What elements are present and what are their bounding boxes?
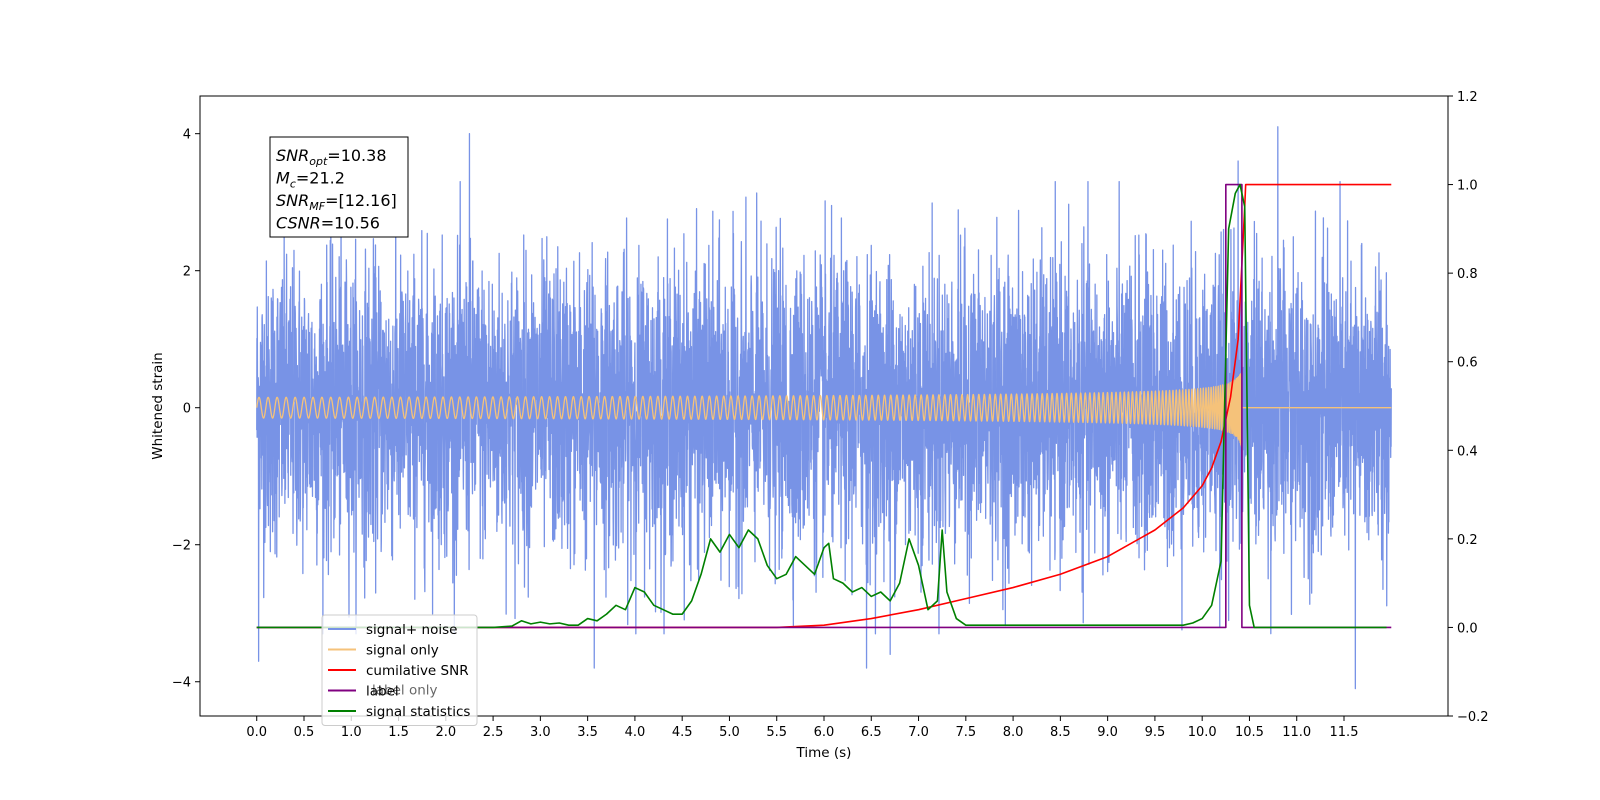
annotation-symbol: CSNR [276, 214, 321, 233]
y2-tick-label: 0.0 [1457, 621, 1478, 636]
legend-label: label [366, 684, 399, 700]
y-tick-label: −2 [172, 539, 191, 554]
x-tick-label: 4.5 [672, 725, 693, 740]
series-line-signal-noise [256, 126, 1392, 690]
x-tick-label: 1.5 [388, 725, 409, 740]
x-tick-label: 3.0 [530, 725, 551, 740]
x-tick-label: 9.0 [1097, 725, 1118, 740]
y2-tick-label: 0.4 [1457, 444, 1478, 459]
x-tick-label: 8.5 [1050, 725, 1071, 740]
annotation-value: =10.38 [327, 146, 386, 165]
y2-tick-label: 0.6 [1457, 356, 1478, 371]
series-line-cumilative-snr [256, 183, 1392, 629]
legend-label: signal statistics [366, 704, 470, 720]
x-tick-label: 2.0 [435, 725, 456, 740]
x-tick-label: 11.5 [1330, 725, 1359, 740]
annotation-line: SNRMF=[12.16] [276, 191, 397, 213]
y-axis-left: −4 −2 0 2 4 [172, 128, 200, 691]
y-tick-label: 2 [183, 265, 191, 280]
legend-label: signal only [366, 643, 439, 659]
annotation-value: =[12.16] [325, 191, 397, 210]
annotation-subscript: MF [309, 200, 325, 213]
y2-tick-label: 0.8 [1457, 267, 1478, 282]
annotation-symbol: SNR [276, 191, 309, 210]
legend-frame [321, 614, 478, 726]
x-tick-label: 9.5 [1145, 725, 1166, 740]
x-tick-label: 1.0 [341, 725, 362, 740]
legend-hidden-text: label only [372, 683, 438, 699]
y-tick-label: 0 [183, 402, 191, 417]
series-line-signal-only [256, 371, 1392, 448]
series-line-signal-statistics [256, 183, 1387, 629]
x-tick-label: 10.0 [1188, 725, 1217, 740]
x-tick-label: 7.5 [955, 725, 976, 740]
x-tick-label: 2.5 [483, 725, 504, 740]
x-tick-label: 5.0 [719, 725, 740, 740]
annotation-symbol: SNR [276, 146, 309, 165]
y2-tick-label: −0.2 [1457, 710, 1489, 725]
y-axis-right: −0.2 0.0 0.2 0.4 0.6 0.8 1.0 1.2 [1448, 90, 1489, 725]
x-axis-label: Time (s) [796, 745, 852, 761]
y-axis-label: Whitened strain [150, 352, 166, 459]
series-layer [256, 126, 1392, 690]
legend: label only signal+ noise signal only cumila… [321, 614, 478, 726]
x-tick-label: 0.0 [246, 725, 267, 740]
x-axis: 0.0 0.5 1.0 1.5 2.0 2.5 3.0 3.5 4.0 4.5 5.0 5.5 6.0 6… [246, 716, 1358, 740]
annotation-subscript: c [290, 178, 296, 191]
legend-label: cumilative SNR [366, 663, 469, 679]
x-tick-label: 6.0 [814, 725, 835, 740]
x-tick-label: 6.5 [861, 725, 882, 740]
annotation-line: CSNR=10.56 [276, 214, 380, 233]
y2-tick-label: 1.0 [1457, 179, 1478, 194]
annotation-symbol: M [276, 169, 290, 188]
y-tick-label: −4 [172, 676, 191, 691]
x-tick-label: 4.0 [625, 725, 646, 740]
annotation-line: Mc=21.2 [276, 169, 345, 191]
x-tick-label: 0.5 [294, 725, 315, 740]
y2-tick-label: 0.2 [1457, 533, 1478, 548]
x-tick-label: 8.0 [1003, 725, 1024, 740]
annotation-subscript: opt [309, 155, 328, 168]
annotation-line: SNRopt=10.38 [276, 146, 387, 168]
annotation-value: =10.56 [321, 214, 380, 233]
x-tick-label: 7.0 [908, 725, 929, 740]
annotation-value: =21.2 [296, 169, 345, 188]
x-tick-label: 10.5 [1235, 725, 1264, 740]
x-tick-label: 5.5 [766, 725, 787, 740]
x-tick-label: 3.5 [577, 725, 598, 740]
x-tick-label: 11.0 [1282, 725, 1311, 740]
y2-tick-label: 1.2 [1457, 90, 1478, 105]
annotation-box: SNRopt=10.38Mc=21.2SNRMF=[12.16]CSNR=10.… [269, 136, 409, 238]
annotation-frame [269, 136, 409, 238]
legend-label: signal+ noise [366, 622, 457, 638]
y-tick-label: 4 [183, 128, 191, 143]
